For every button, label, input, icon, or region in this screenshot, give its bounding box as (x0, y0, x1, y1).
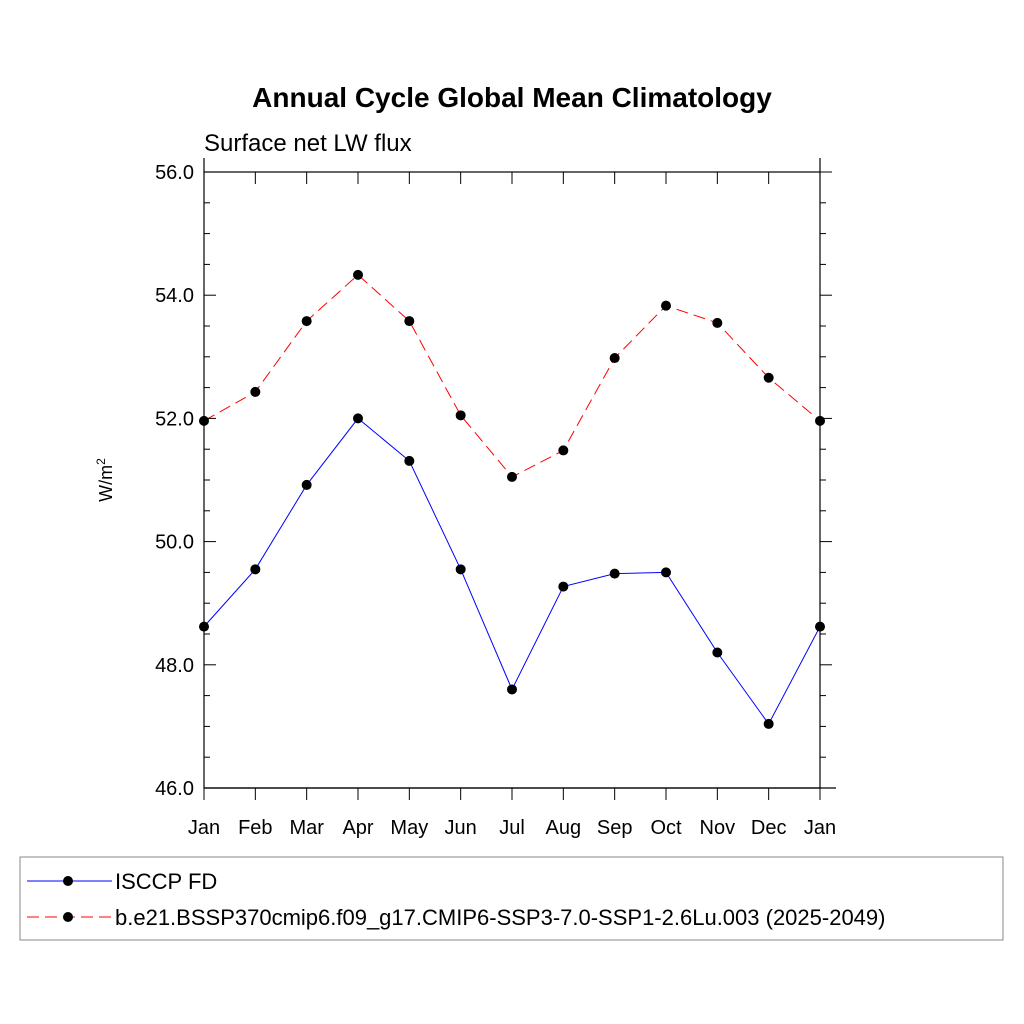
x-tick-label: Oct (650, 817, 682, 839)
x-tick-label: Jun (445, 817, 477, 839)
series-layer (199, 269, 825, 729)
y-axis-label-unit: W/m (96, 465, 116, 502)
series-0-point (301, 479, 312, 490)
series-0-point (661, 567, 671, 578)
series-0-point (712, 647, 723, 658)
series-line-1 (203, 274, 821, 478)
series-0-point (250, 564, 261, 575)
y-tick-label: 48.0 (155, 655, 194, 677)
x-tick-label: Sep (597, 817, 633, 839)
series-1-point (353, 269, 363, 280)
series-0-point (763, 718, 774, 729)
series-1-point (250, 386, 261, 397)
series-0-point (353, 413, 363, 424)
x-tick-label: Feb (238, 817, 272, 839)
y-tick-label: 54.0 (155, 285, 194, 307)
series-1-point (404, 316, 415, 327)
y-tick-label: 52.0 (155, 408, 194, 430)
series-line-0 (203, 417, 821, 725)
legend-marker-model (63, 912, 73, 922)
series-0-point (455, 564, 466, 575)
y-tick-label: 56.0 (155, 162, 194, 184)
legend-box (19, 856, 1004, 941)
chart-subtitle: Surface net LW flux (204, 130, 412, 157)
axis-layer: 46.0 48.0 50.0 52.0 54.0 56.0 Jan Feb Mar Apr May J… (155, 158, 836, 839)
x-tick-label: Jan (188, 817, 220, 839)
series-0-point (404, 455, 415, 466)
y-tick-label: 46.0 (155, 778, 194, 800)
x-tick-label: Mar (289, 817, 324, 839)
legend-label-isccp: ISCCP FD (115, 869, 217, 894)
x-tick-label: Jan (804, 817, 836, 839)
series-0-point (558, 581, 569, 592)
series-1-point (558, 445, 569, 456)
x-tick-label: Nov (700, 817, 736, 839)
series-1-point (712, 317, 723, 328)
series-1-point (301, 316, 312, 327)
series-1-point (455, 410, 466, 421)
series-1-point (609, 353, 620, 364)
legend-label-model: b.e21.BSSP370cmip6.f09_g17.CMIP6-SSP3-7.… (115, 905, 885, 930)
legend: ISCCP FD b.e21.BSSP370cmip6.f09_g17.CMIP… (19, 856, 1004, 941)
series-1-point (507, 471, 517, 482)
y-axis-label: W/m2 (94, 458, 116, 502)
y-tick-label: 50.0 (155, 532, 194, 554)
x-tick-label: Apr (342, 817, 373, 839)
legend-marker-isccp (63, 876, 73, 886)
x-tick-label: Dec (751, 817, 787, 839)
x-tick-label: May (390, 817, 428, 839)
series-0-point (609, 568, 620, 579)
y-axis-label-superscript: 2 (94, 458, 108, 465)
x-tick-label: Jul (499, 817, 525, 839)
series-0-point (507, 684, 517, 695)
x-tick-label: Aug (546, 817, 582, 839)
series-1-point (661, 300, 671, 311)
chart-title: Annual Cycle Global Mean Climatology (252, 82, 772, 113)
series-1-point (763, 372, 774, 383)
